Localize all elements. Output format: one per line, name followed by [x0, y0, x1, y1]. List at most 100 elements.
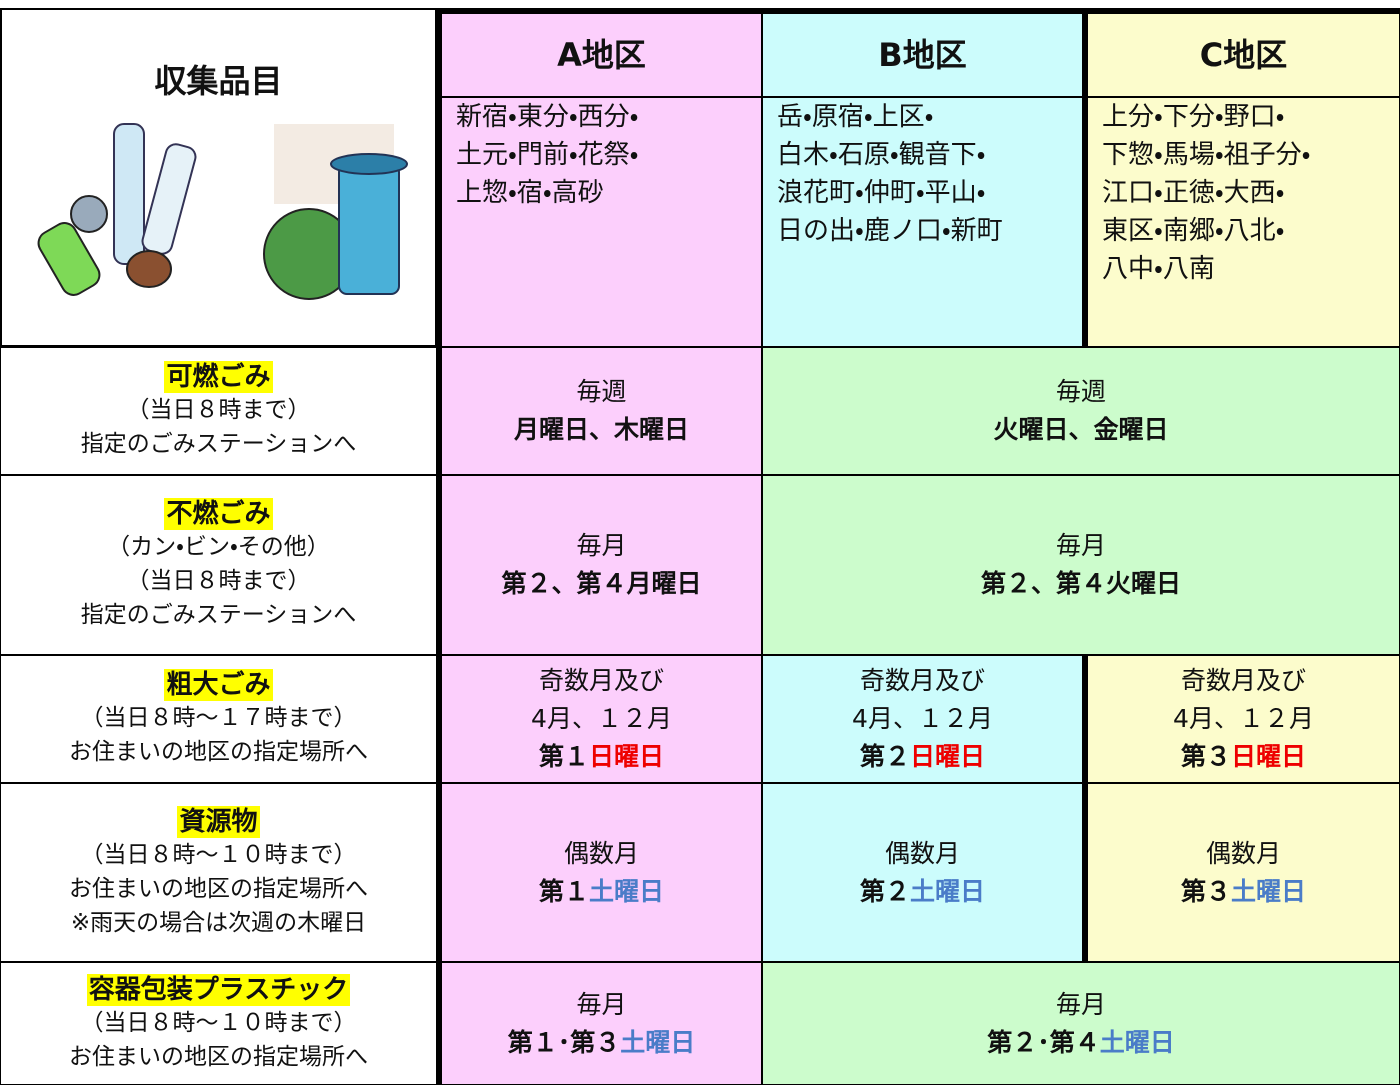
schedule-line: 4月、１２月	[852, 704, 993, 733]
item-cell: 資源物 （当日８時～１０時まで） お住まいの地区の指定場所へ ※雨天の場合は次週の木曜…	[0, 783, 437, 962]
schedule-day: 第２･第４土曜日	[987, 1024, 1175, 1062]
district-areas-cell: 新宿・東分・西分・ 土元・門前・花祭・ 上惣・宿・高砂	[437, 97, 762, 347]
schedule-bold: 第２、第４火曜日	[980, 569, 1181, 598]
schedule-bold: 第２	[859, 742, 910, 771]
schedule-line: 毎週	[576, 377, 627, 406]
schedule-line: 偶数月	[884, 838, 960, 868]
item-note: 指定のごみステーションへ	[80, 431, 357, 457]
item-cell: 可燃ごみ （当日８時まで） 指定のごみステーションへ	[0, 347, 437, 475]
schedule-cell: 毎週 火曜日、金曜日	[762, 347, 1400, 475]
item-note: お住まいの地区の指定場所へ	[69, 875, 368, 902]
item-name: 粗大ごみ	[164, 669, 273, 701]
schedule-line: 偶数月	[1205, 838, 1281, 868]
item-note: 指定のごみステーションへ	[80, 602, 357, 628]
item-name: 容器包装プラスチック	[86, 973, 351, 1006]
schedule-highlight: 土曜日	[910, 876, 986, 906]
schedule-cell: 偶数月第１土曜日	[437, 783, 762, 962]
schedule-day: 第２日曜日	[860, 738, 985, 776]
schedule-cell: 毎月第２･第４土曜日	[762, 962, 1400, 1085]
schedule-day: 第１日曜日	[539, 738, 664, 776]
area-line: 土元・門前・花祭・	[456, 140, 639, 170]
schedule-cell: 奇数月及び 4月、１２月第３日曜日	[1083, 655, 1400, 783]
schedule-line: 4月、１２月	[531, 704, 672, 733]
schedule-day: 第２土曜日	[860, 873, 985, 911]
schedule-day: 第１土曜日	[539, 873, 664, 911]
area-line: 江口・正徳・大西・	[1102, 178, 1285, 208]
schedule-line: 毎月	[576, 531, 627, 560]
schedule-cell: 毎月第２、第４月曜日	[437, 475, 762, 655]
schedule-bold: 月曜日、木曜日	[513, 415, 689, 444]
schedule-day: 第２、第４月曜日	[501, 565, 701, 603]
schedule-highlight: 土曜日	[1099, 1027, 1175, 1057]
schedule-cell: 偶数月第２土曜日	[762, 783, 1083, 962]
item-note: （カン・ビン・その他）	[107, 534, 330, 560]
area-line: 上分・下分・野口・	[1102, 102, 1285, 132]
schedule-cell: 奇数月及び 4月、１２月第１日曜日	[437, 655, 762, 783]
item-cell: 不燃ごみ （カン・ビン・その他） （当日８時まで） 指定のごみステーションへ	[0, 475, 437, 655]
schedule-bold: 第２･第４	[987, 1027, 1100, 1057]
schedule-bold: 第１	[538, 876, 589, 906]
schedule-day: 第２、第４火曜日	[981, 565, 1181, 603]
schedule-day: 火曜日、金曜日	[993, 411, 1168, 449]
area-line: 下惣・馬場・祖子分・	[1102, 140, 1311, 170]
item-note: （当日８時まで）	[126, 568, 311, 594]
schedule-day: 第１･第３土曜日	[508, 1024, 696, 1062]
district-areas-cell: 上分・下分・野口・ 下惣・馬場・祖子分・ 江口・正徳・大西・ 東区・南郷・八北・ 八中・…	[1083, 97, 1400, 347]
schedule-highlight: 日曜日	[910, 742, 986, 771]
schedule-highlight: 土曜日	[589, 876, 665, 906]
district-name-cell: B地区	[762, 8, 1083, 97]
schedule-highlight: 土曜日	[1231, 876, 1307, 906]
item-cell: 粗大ごみ （当日８時～１７時まで） お住まいの地区の指定場所へ	[0, 655, 437, 783]
schedule-cell: 毎週 月曜日、木曜日	[437, 347, 762, 475]
item-note: （当日８時～１０時まで）	[80, 841, 357, 868]
district-name: B地区	[878, 36, 967, 74]
schedule-cell: 毎月第２、第４火曜日	[762, 475, 1400, 655]
schedule-line: 偶数月	[563, 838, 639, 868]
item-note: （当日８時～１７時まで）	[80, 705, 357, 731]
schedule-cell: 偶数月第３土曜日	[1083, 783, 1400, 962]
schedule-bold: 第１･第３	[507, 1027, 621, 1057]
header-item-cell: 収集品目	[0, 8, 437, 347]
schedule-bold: 第２、第４月曜日	[501, 569, 702, 598]
schedule-bold: 第３	[1180, 876, 1231, 906]
item-label: 収集品目	[154, 62, 283, 100]
district-areas-cell: 岳・原宿・上区・ 白木・石原・観音下・ 浪花町・仲町・平山・ 日の出・鹿ノ口・新町	[762, 97, 1083, 347]
schedule-highlight: 日曜日	[1231, 742, 1307, 771]
schedule-day: 第３日曜日	[1181, 738, 1306, 776]
schedule-bold: 第１	[538, 742, 589, 771]
area-line: 白木・石原・観音下・	[777, 140, 986, 170]
schedule-line: 毎月	[1055, 989, 1106, 1019]
item-note: お住まいの地区の指定場所へ	[69, 739, 368, 765]
schedule-line: 毎月	[1055, 531, 1106, 560]
schedule-cell: 毎月第１･第３土曜日	[437, 962, 762, 1085]
district-name-cell: A地区	[437, 8, 762, 97]
item-note: ※雨天の場合は次週の木曜日	[70, 909, 367, 936]
area-line: 上惣・宿・高砂	[456, 178, 604, 208]
schedule-line: 毎月	[576, 989, 627, 1019]
schedule-cell: 奇数月及び 4月、１２月第２日曜日	[762, 655, 1083, 783]
schedule-bold: 第３	[1180, 742, 1231, 771]
schedule-line: 奇数月及び	[538, 666, 664, 695]
schedule-day: 月曜日、木曜日	[514, 411, 689, 449]
item-note: （当日８時～１０時まで）	[80, 1009, 357, 1036]
area-line: 浪花町・仲町・平山・	[777, 178, 986, 208]
schedule-highlight: 日曜日	[589, 742, 665, 771]
schedule-bold: 火曜日、金曜日	[993, 415, 1169, 444]
item-note: お住まいの地区の指定場所へ	[69, 1043, 368, 1070]
item-name: 可燃ごみ	[164, 361, 273, 393]
schedule-line: 毎週	[1055, 377, 1106, 406]
district-name-cell: C地区	[1083, 8, 1400, 97]
illustration	[37, 123, 408, 300]
item-name: 資源物	[177, 805, 260, 838]
district-name: A地区	[557, 36, 646, 74]
schedule-line: 奇数月及び	[859, 666, 985, 695]
schedule-highlight: 土曜日	[620, 1027, 696, 1057]
area-line: 東区・南郷・八北・	[1102, 216, 1285, 246]
area-line: 八中・八南	[1102, 254, 1215, 284]
schedule-day: 第３土曜日	[1181, 873, 1306, 911]
schedule-line: 4月、１２月	[1173, 704, 1314, 733]
district-name: C地区	[1199, 36, 1288, 74]
area-line: 岳・原宿・上区・	[777, 102, 934, 132]
schedule-line: 奇数月及び	[1180, 666, 1306, 695]
